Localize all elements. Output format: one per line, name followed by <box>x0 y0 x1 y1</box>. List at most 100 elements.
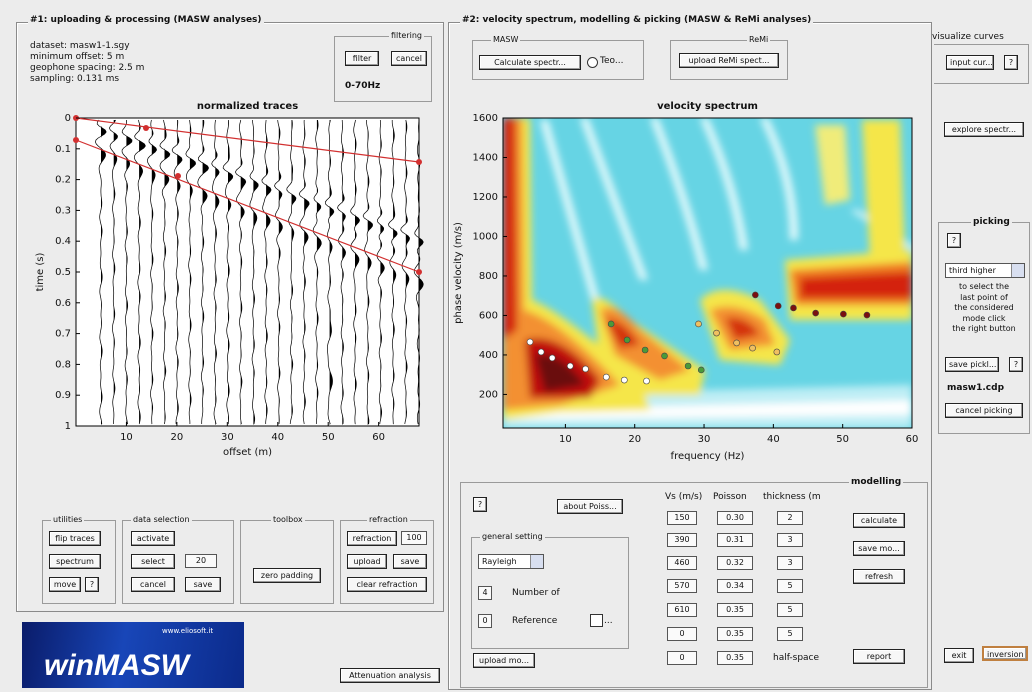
clear-refraction-button[interactable]: clear refraction <box>347 577 427 592</box>
flip-traces-button[interactable]: flip traces <box>49 531 101 546</box>
layer-cell[interactable]: 0.30 <box>717 511 753 525</box>
layer-cell[interactable]: 0.32 <box>717 556 753 570</box>
calculate-spectrum-button[interactable]: Calculate spectr... <box>479 55 581 70</box>
explore-spectrum-button[interactable]: explore spectr... <box>944 122 1024 137</box>
layer-cell[interactable]: 610 <box>667 603 697 617</box>
layer-cell[interactable]: 0 <box>667 651 697 665</box>
help-button[interactable]: ? <box>1009 357 1023 372</box>
layer-cell[interactable]: 0.34 <box>717 579 753 593</box>
layer-cell[interactable]: 0.31 <box>717 533 753 547</box>
y-tick-label: 0.7 <box>55 329 71 340</box>
help-button[interactable]: ? <box>85 577 99 592</box>
y-tick-label: 1000 <box>473 231 498 242</box>
upload-model-button[interactable]: upload mo... <box>473 653 535 668</box>
save-model-button[interactable]: save mo... <box>853 541 905 556</box>
help-button[interactable]: ? <box>947 233 961 248</box>
y-tick-label: 1 <box>65 421 71 432</box>
spectrum-button[interactable]: spectrum <box>49 554 101 569</box>
exit-button[interactable]: exit <box>944 648 974 663</box>
x-tick-label: 30 <box>698 434 711 445</box>
refresh-button[interactable]: refresh <box>853 569 905 584</box>
trace-count[interactable]: 20 <box>185 554 217 568</box>
x-tick-label: 40 <box>767 434 780 445</box>
layer-cell[interactable]: 150 <box>667 511 697 525</box>
inversion-button[interactable]: inversion <box>982 646 1028 661</box>
layer-cell[interactable]: 5 <box>777 627 803 641</box>
layer-cell[interactable]: 0.35 <box>717 651 753 665</box>
pick-point <box>642 347 648 353</box>
pick-point <box>698 367 704 373</box>
logo-name: winMASW <box>44 650 189 682</box>
activate-button[interactable]: activate <box>131 531 175 546</box>
select-button[interactable]: select <box>131 554 175 569</box>
upload-remi-button[interactable]: upload ReMi spect... <box>679 53 779 68</box>
pick-point <box>662 353 668 359</box>
mode-select[interactable]: third higher <box>945 263 1025 278</box>
masw-group: MASW Calculate spectr... Teo... <box>472 40 644 80</box>
y-tick-label: 200 <box>479 389 498 400</box>
mute-point <box>416 269 422 275</box>
visualize-label: visualize curves <box>932 32 1004 43</box>
wave-select[interactable]: Rayleigh <box>478 554 544 569</box>
save-button[interactable]: save <box>393 554 427 569</box>
input-curve-button[interactable]: input cur... <box>946 55 994 70</box>
group-label: filtering <box>389 31 424 41</box>
checkbox[interactable] <box>590 614 603 627</box>
y-tick-label: 1400 <box>473 152 498 163</box>
layer-cell[interactable]: 570 <box>667 579 697 593</box>
layer-cell[interactable]: 5 <box>777 579 803 593</box>
y-tick-label: 0.9 <box>55 390 71 401</box>
y-tick-label: 0.3 <box>55 205 71 216</box>
report-button[interactable]: report <box>853 649 905 664</box>
y-tick-label: 0.5 <box>55 267 71 278</box>
layer-cell[interactable]: 390 <box>667 533 697 547</box>
filter-button[interactable]: filter <box>345 51 379 66</box>
layer-cell[interactable]: 0.35 <box>717 603 753 617</box>
upload-button[interactable]: upload <box>347 554 387 569</box>
save-picking-button[interactable]: save pickl... <box>945 357 999 372</box>
attenuation-button[interactable]: Attenuation analysis <box>340 668 440 683</box>
cancel-button[interactable]: cancel <box>131 577 175 592</box>
calculate-button[interactable]: calculate <box>853 513 905 528</box>
pick-point <box>840 311 846 317</box>
pick-point <box>527 339 533 345</box>
layer-cell[interactable]: 0 <box>667 627 697 641</box>
refraction-value[interactable]: 100 <box>401 531 427 545</box>
pick-point <box>774 349 780 355</box>
radio-button[interactable] <box>587 57 598 68</box>
hint-line: mode click <box>939 313 1029 324</box>
y-axis-label: phase velocity (m/s) <box>453 222 464 324</box>
y-tick-label: 0 <box>65 113 71 124</box>
refraction-button[interactable]: refraction <box>347 531 397 546</box>
remi-group: ReMi upload ReMi spect... <box>670 40 788 80</box>
hint-line: the right button <box>939 323 1029 334</box>
save-button[interactable]: save <box>185 577 221 592</box>
cancel-button[interactable]: cancel <box>391 51 427 66</box>
x-tick-label: 40 <box>271 432 284 443</box>
layer-cell[interactable]: 0.35 <box>717 627 753 641</box>
layer-cell[interactable]: 460 <box>667 556 697 570</box>
pick-point <box>813 310 819 316</box>
layer-cell[interactable]: 2 <box>777 511 803 525</box>
reference-value[interactable]: 0 <box>478 614 492 628</box>
about-poisson-button[interactable]: about Poiss... <box>557 499 623 514</box>
modelling-group: modelling ? about Poiss... Vs (m/s) Pois… <box>460 482 928 688</box>
layer-cell[interactable]: 5 <box>777 603 803 617</box>
group-label: picking <box>971 217 1012 227</box>
x-tick-label: 60 <box>372 432 385 443</box>
group-label: utilities <box>51 515 84 525</box>
cancel-picking-button[interactable]: cancel picking <box>945 403 1023 418</box>
group-label: general setting <box>480 532 545 542</box>
group-label: toolbox <box>271 515 305 525</box>
picking-group: picking ? third higher to select thelast… <box>938 222 1030 434</box>
help-button[interactable]: ? <box>473 497 487 512</box>
zero-padding-button[interactable]: zero padding <box>253 568 321 583</box>
layer-cell[interactable]: 3 <box>777 533 803 547</box>
help-button[interactable]: ? <box>1004 55 1018 70</box>
layer-cell[interactable]: 3 <box>777 556 803 570</box>
x-axis-label: frequency (Hz) <box>671 451 745 462</box>
modes-value[interactable]: 4 <box>478 586 492 600</box>
mute-point <box>73 137 79 143</box>
pick-point <box>538 349 544 355</box>
move-button[interactable]: move <box>49 577 81 592</box>
